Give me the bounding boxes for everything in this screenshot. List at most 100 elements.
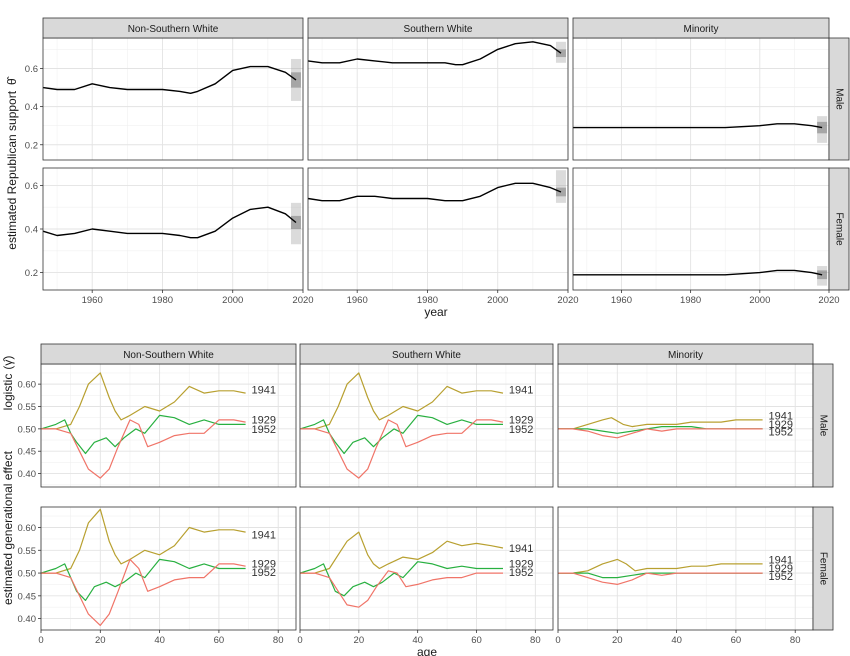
series-label-1941: 1941 <box>509 543 533 555</box>
x-tick-label: 60 <box>214 635 225 646</box>
panel-background <box>43 38 303 160</box>
y-axis-title-generational: estimated generational effect <box>1 450 15 605</box>
panel-1: 0.2 0.4 0.6 <box>25 37 304 161</box>
panel-background <box>573 38 829 160</box>
facet-strip-column <box>557 343 814 365</box>
facet-strip-column-label: Non-Southern White <box>123 350 214 361</box>
series-line-1952 <box>558 572 763 585</box>
x-tick-label: 0 <box>555 635 560 646</box>
uncertainty-band-outer <box>817 266 828 286</box>
facet-strip-column-label: Non-Southern White <box>128 24 219 35</box>
series-line <box>42 65 297 94</box>
series-label-1952: 1952 <box>509 567 533 579</box>
uncertainty-band-outer <box>290 202 301 245</box>
y-tick-label: 0.40 <box>18 614 37 625</box>
y-tick-label: 0.55 <box>18 546 37 557</box>
panel-border <box>307 167 569 291</box>
series-label-1941: 1941 <box>769 554 793 566</box>
y-tick-label: 0.4 <box>25 102 38 113</box>
facet-strip-column <box>572 17 830 39</box>
uncertainty-band-outer <box>555 170 566 203</box>
x-tick-label: 1960 <box>82 295 103 306</box>
facet-strip-column-label: Southern White <box>392 350 461 361</box>
series-label-1941: 1941 <box>252 384 276 396</box>
y-tick-label: 0.6 <box>25 64 38 75</box>
panel-5: 1960 1980 2000 2020 <box>307 167 579 306</box>
x-tick-label: 80 <box>273 635 284 646</box>
y-axis-title-text: estimated Republican support <box>5 90 19 249</box>
series-label-1952: 1952 <box>769 571 793 583</box>
series-line-1941 <box>558 558 763 574</box>
y-axis-subtitle: logistic (γ̂) <box>1 356 15 411</box>
y-tick-label: 0.50 <box>18 424 37 435</box>
series-line-1952 <box>41 558 246 626</box>
x-tick-label: 20 <box>95 635 106 646</box>
x-tick-label: 1980 <box>152 295 173 306</box>
x-axis-title: year <box>424 305 447 319</box>
series-line-1941 <box>558 417 763 430</box>
x-tick-label: 1960 <box>347 295 368 306</box>
facet-strip-row-label: Female <box>817 552 828 586</box>
panel-border <box>40 506 297 631</box>
facet-strip-row <box>828 167 850 291</box>
facet-strip-row <box>812 506 834 631</box>
facet-strip-column <box>42 17 304 39</box>
facet-strip-row-label: Male <box>817 415 828 437</box>
y-tick-label: 0.40 <box>18 469 37 480</box>
facet-strip-column-label: Minority <box>683 24 718 35</box>
series-line <box>307 182 562 202</box>
x-tick-label: 80 <box>790 635 801 646</box>
series-label-1952: 1952 <box>509 424 533 436</box>
x-axis-title: age <box>417 645 437 656</box>
facet-strip-row-label: Female <box>833 212 844 246</box>
x-tick-label: 1980 <box>680 295 701 306</box>
series-label-1929: 1929 <box>252 558 276 570</box>
x-tick-label: 2000 <box>222 295 243 306</box>
series-line-1952 <box>558 428 763 439</box>
y-tick-label: 0.45 <box>18 591 37 602</box>
facet-strip-row-label: Male <box>833 88 844 110</box>
x-tick-label: 40 <box>671 635 682 646</box>
y-tick-label: 0.6 <box>25 181 38 192</box>
series-label-1952: 1952 <box>769 427 793 439</box>
x-tick-label: 60 <box>471 635 482 646</box>
x-tick-label: 1980 <box>417 295 438 306</box>
uncertainty-band-inner <box>555 49 566 58</box>
series-label-1941: 1941 <box>769 410 793 422</box>
series-label-1941: 1941 <box>509 384 533 396</box>
panel-background <box>308 38 568 160</box>
series-line <box>42 206 297 239</box>
panel-border <box>299 506 554 631</box>
y-tick-label: 0.60 <box>18 523 37 534</box>
x-tick-label: 20 <box>612 635 623 646</box>
y-axis-subtitle-text: logistic <box>1 374 15 411</box>
series-line-1941 <box>300 531 504 574</box>
series-line <box>307 41 562 66</box>
series-line-1941 <box>41 508 246 574</box>
series-label-1952: 1952 <box>252 424 276 436</box>
series-label-1929: 1929 <box>509 414 533 426</box>
y-axis-subtitle-symbol: (γ̂) <box>1 356 15 370</box>
series-line-1941 <box>300 372 504 430</box>
x-tick-label: 2000 <box>487 295 508 306</box>
facet-strip-column <box>299 343 554 365</box>
facet-strip-column <box>307 17 569 39</box>
x-tick-label: 0 <box>297 635 302 646</box>
x-tick-label: 80 <box>530 635 541 646</box>
series-label-1929: 1929 <box>509 558 533 570</box>
series-line-1952 <box>300 570 503 608</box>
series-line-1952 <box>300 419 504 479</box>
series-label-1941: 1941 <box>252 529 276 541</box>
series-label-1929: 1929 <box>252 414 276 426</box>
x-tick-label: 2020 <box>818 295 839 306</box>
x-tick-label: 0 <box>38 635 43 646</box>
x-tick-label: 2000 <box>749 295 770 306</box>
series-line <box>573 269 823 276</box>
series-label-1929: 1929 <box>769 419 793 431</box>
panel-3 <box>572 37 830 161</box>
uncertainty-band-outer <box>555 41 566 63</box>
